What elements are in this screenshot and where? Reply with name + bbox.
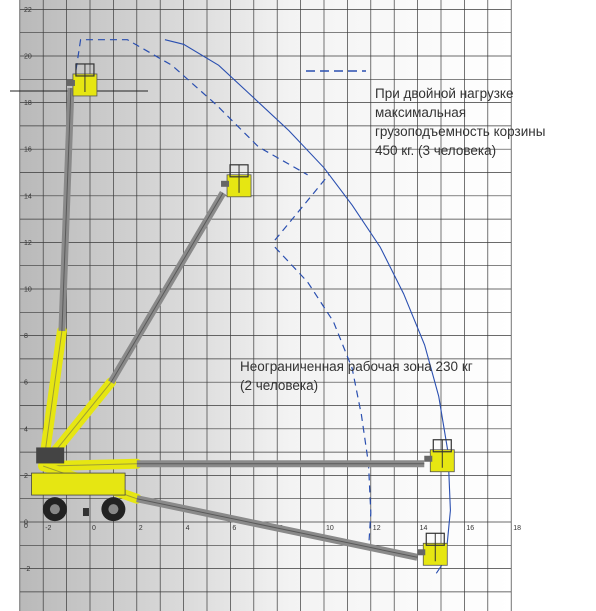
- y-tick-label: 10: [24, 287, 32, 294]
- x-tick-label: 2: [139, 525, 143, 532]
- x-tick-label: 14: [420, 525, 428, 532]
- x-tick-label: 6: [232, 525, 236, 532]
- double-load-legend-text: При двойной нагрузке максимальная грузоп…: [375, 86, 546, 158]
- x-tick-label: -2: [45, 525, 51, 532]
- x-tick-label: 18: [513, 525, 521, 532]
- y-tick-label: 0: [24, 520, 28, 527]
- platform-below: [417, 532, 448, 566]
- x-tick-label: 0: [92, 525, 96, 532]
- y-tick-label: 14: [24, 193, 32, 200]
- y-tick-label: 4: [24, 426, 28, 433]
- x-tick-label: 4: [186, 525, 190, 532]
- double-load-envelope: [75, 39, 308, 176]
- y-tick-label: 2: [24, 473, 28, 480]
- y-tick-label: 16: [24, 147, 32, 154]
- platform-horizontal: [424, 439, 455, 473]
- unrestricted-zone-boundary: [274, 246, 372, 551]
- axle-block: [82, 508, 89, 517]
- x-tick-label: 12: [373, 525, 381, 532]
- y-tick-label: 6: [24, 380, 28, 387]
- y-tick-label: 18: [24, 100, 32, 107]
- y-tick-label: -2: [24, 566, 30, 573]
- boom-vertical-lower-arm-edge: [42, 330, 63, 467]
- max-reach-envelope: [164, 39, 451, 574]
- rear-wheel-hub: [108, 504, 119, 515]
- y-tick-label: 12: [24, 240, 32, 247]
- platform-below-jib: [417, 549, 426, 556]
- platform-horizontal-jib: [424, 455, 433, 462]
- boom-intermediate-telescope-edge: [110, 192, 224, 383]
- boom-vertical-telescope-edge: [61, 87, 72, 331]
- turntable: [36, 447, 65, 464]
- y-tick-label: 8: [24, 333, 28, 340]
- boom-below-telescope-edge: [136, 498, 418, 558]
- unrestricted-zone-legend-text: Неограниченная рабочая зона 230 кг (2 че…: [240, 359, 473, 393]
- platform-intermediate: [221, 164, 252, 198]
- origin-label: 0: [24, 523, 28, 530]
- chassis-body: [31, 472, 126, 496]
- double-load-inner-boundary: [274, 174, 330, 241]
- x-tick-label: 10: [326, 525, 334, 532]
- platform-vertical: [66, 63, 98, 97]
- x-tick-label: 16: [466, 525, 474, 532]
- platform-intermediate-jib: [221, 180, 230, 187]
- y-tick-label: 22: [24, 7, 32, 14]
- y-tick-label: 20: [24, 54, 32, 61]
- platform-vertical-jib: [66, 79, 75, 86]
- boom-horizontal-lower-arm-edge: [43, 463, 137, 467]
- front-wheel-hub: [49, 504, 60, 515]
